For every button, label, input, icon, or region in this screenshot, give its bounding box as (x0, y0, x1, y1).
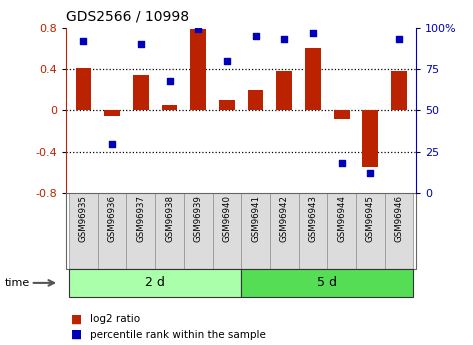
Text: GDS2566 / 10998: GDS2566 / 10998 (66, 10, 189, 24)
Text: GSM96938: GSM96938 (165, 196, 174, 243)
Text: GSM96941: GSM96941 (251, 196, 260, 243)
Point (194, 27, 202, 32)
Bar (190, 29, 206, 110)
Bar (270, 193, 298, 269)
Text: GSM96940: GSM96940 (222, 196, 231, 243)
Point (223, 58, 231, 63)
Bar (184, 193, 212, 269)
Bar (241, 193, 270, 269)
Text: GSM96939: GSM96939 (194, 196, 203, 242)
Bar (162, 105, 177, 110)
Bar (334, 110, 350, 119)
Point (367, 170, 374, 176)
Point (137, 41, 145, 47)
Text: 2 d: 2 d (145, 276, 165, 289)
Text: GSM96946: GSM96946 (394, 196, 403, 243)
Bar (298, 193, 327, 269)
Text: ■: ■ (71, 313, 82, 326)
Text: ■: ■ (71, 328, 82, 341)
Point (166, 78, 173, 83)
Bar (276, 71, 292, 110)
Bar (241, 269, 413, 297)
Text: GSM96944: GSM96944 (337, 196, 346, 243)
Text: GSM96936: GSM96936 (108, 196, 117, 243)
Bar (76, 68, 91, 110)
Text: log2 ratio: log2 ratio (90, 314, 140, 324)
Point (280, 37, 288, 42)
Text: 5 d: 5 d (317, 276, 337, 289)
Bar (69, 269, 241, 297)
Text: percentile rank within the sample: percentile rank within the sample (90, 330, 266, 339)
Bar (133, 75, 149, 110)
Bar (212, 193, 241, 269)
Text: GSM96942: GSM96942 (280, 196, 289, 243)
Text: GSM96935: GSM96935 (79, 196, 88, 243)
Bar (104, 110, 120, 116)
Point (252, 33, 259, 39)
Text: GSM96945: GSM96945 (366, 196, 375, 243)
Point (108, 141, 116, 146)
Bar (69, 193, 98, 269)
Bar (126, 193, 155, 269)
Bar (327, 193, 356, 269)
Bar (248, 90, 263, 110)
Bar (305, 48, 321, 110)
Text: GSM96937: GSM96937 (136, 196, 145, 243)
Bar (98, 193, 126, 269)
Point (79, 38, 87, 43)
Point (338, 161, 345, 166)
Bar (219, 100, 235, 110)
Text: GSM96943: GSM96943 (308, 196, 317, 243)
Text: time: time (5, 278, 30, 288)
Bar (391, 71, 407, 110)
Point (395, 37, 403, 42)
Point (309, 30, 317, 35)
Bar (385, 193, 413, 269)
Bar (362, 110, 378, 167)
Bar (356, 193, 385, 269)
Bar (155, 193, 184, 269)
